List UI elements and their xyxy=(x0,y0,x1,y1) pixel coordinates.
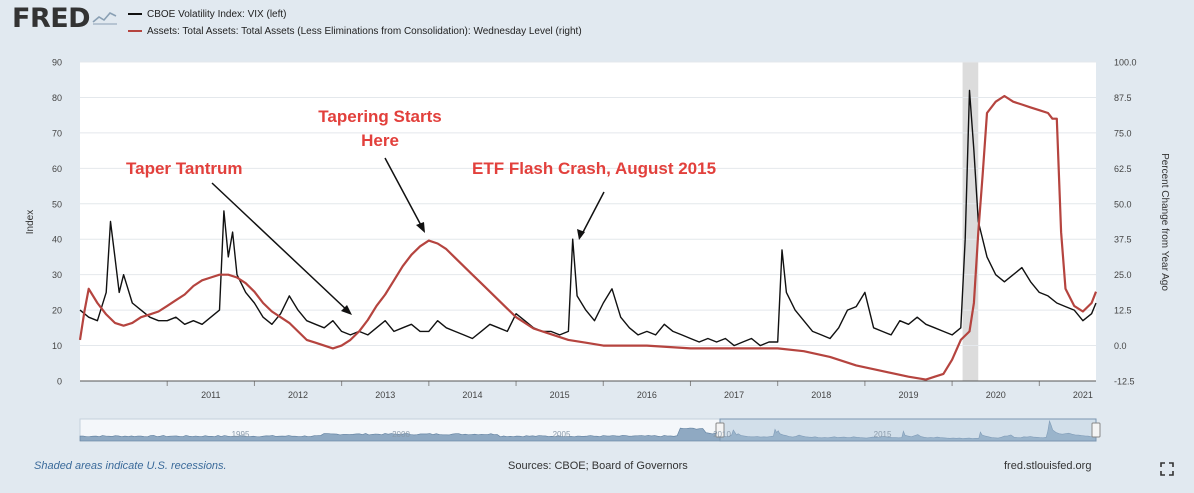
series-line-assets xyxy=(78,94,1098,381)
right-tick-label: 87.5 xyxy=(1114,93,1132,103)
annotation-tapering-starts: Tapering Starts xyxy=(318,107,441,126)
site-link[interactable]: fred.stlouisfed.org xyxy=(1004,460,1092,472)
annotation-taper-tantrum-arrow xyxy=(211,182,351,314)
annotation-taper-tantrum-arrowhead xyxy=(341,305,352,315)
fred-logo[interactable]: FRED xyxy=(12,3,91,34)
right-axis-ticks: -12.5 0.0 12.5 25.0 37.5 50.0 62.5 75.0 87.5 100.… xyxy=(1114,58,1137,387)
right-tick-label: 25.0 xyxy=(1114,270,1132,280)
left-axis-label: Index xyxy=(25,210,36,234)
navigator-area xyxy=(79,419,1097,442)
left-tick-label: 10 xyxy=(52,341,62,351)
range-navigator[interactable]: 1995 2000 2005 2010 2015 xyxy=(79,418,1101,442)
x-tick-label: 2011 xyxy=(201,390,220,400)
annotation-etf-arrowhead xyxy=(577,229,585,240)
left-tick-label: 30 xyxy=(52,270,62,280)
left-tick-label: 40 xyxy=(52,235,62,245)
right-tick-label: 12.5 xyxy=(1114,306,1132,316)
x-tick-label: 2021 xyxy=(1073,390,1093,400)
navigator-label: 2010 xyxy=(713,430,731,439)
left-tick-label: 20 xyxy=(52,306,62,316)
x-axis-ticks: 2011 2012 2013 2014 2015 2016 2017 2018 2019 2020… xyxy=(166,381,1093,400)
annotation-etf-flash-crash: ETF Flash Crash, August 2015 xyxy=(472,159,716,178)
left-axis-ticks: 0 10 20 30 40 50 60 70 80 90 xyxy=(52,58,62,387)
x-tick-label: 2015 xyxy=(550,390,570,400)
navigator-label: 2000 xyxy=(392,430,410,439)
left-tick-label: 90 xyxy=(52,58,62,68)
navigator-left-handle[interactable] xyxy=(715,422,725,438)
navigator-selection[interactable] xyxy=(719,418,1097,442)
navigator-right-handle[interactable] xyxy=(1091,422,1101,438)
gridlines xyxy=(80,61,1096,347)
right-tick-label: 75.0 xyxy=(1114,128,1132,138)
right-tick-label: 100.0 xyxy=(1114,58,1137,68)
fred-graph-icon xyxy=(92,12,117,25)
legend-label-assets: Assets: Total Assets: Total Assets (Less… xyxy=(147,26,582,37)
fullscreen-icon[interactable] xyxy=(1160,462,1174,476)
right-tick-label: 50.0 xyxy=(1114,199,1132,209)
right-tick-label: 0.0 xyxy=(1114,341,1127,351)
legend-label-vix: CBOE Volatility Index: VIX (left) xyxy=(147,9,287,20)
right-tick-label: 37.5 xyxy=(1114,235,1132,245)
x-tick-label: 2018 xyxy=(811,390,831,400)
navigator-label: 1995 xyxy=(232,430,250,439)
annotation-tapering-arrowhead xyxy=(416,222,425,233)
legend-item-assets[interactable]: Assets: Total Assets: Total Assets (Less… xyxy=(128,26,582,37)
x-tick-label: 2017 xyxy=(724,390,744,400)
x-tick-label: 2020 xyxy=(986,390,1006,400)
x-tick-label: 2019 xyxy=(898,390,918,400)
annotation-taper-tantrum: Taper Tantrum xyxy=(126,159,243,178)
legend-swatch-assets xyxy=(128,30,142,33)
series-line-vix xyxy=(79,89,1097,347)
right-axis-label: Percent Change from Year Ago xyxy=(1159,153,1170,291)
sources-text: Sources: CBOE; Board of Governors xyxy=(508,460,688,472)
legend-item-vix[interactable]: CBOE Volatility Index: VIX (left) xyxy=(128,9,287,20)
annotation-etf-arrow xyxy=(580,191,605,237)
x-tick-label: 2012 xyxy=(288,390,308,400)
left-tick-label: 70 xyxy=(52,128,62,138)
x-tick-label: 2014 xyxy=(462,390,482,400)
navigator-label: 2015 xyxy=(874,430,892,439)
left-tick-label: 60 xyxy=(52,164,62,174)
annotation-tapering-here: Here xyxy=(361,131,399,150)
annotation-tapering-arrow xyxy=(384,157,424,230)
recession-note: Shaded areas indicate U.S. recessions. xyxy=(34,460,227,472)
x-tick-label: 2013 xyxy=(375,390,395,400)
navigator-labels: 1995 2000 2005 2010 2015 xyxy=(232,430,892,439)
left-tick-label: 0 xyxy=(57,377,62,387)
x-tick-label: 2016 xyxy=(637,390,657,400)
right-tick-label: 62.5 xyxy=(1114,164,1132,174)
legend-swatch-vix xyxy=(128,13,142,16)
right-tick-label: -12.5 xyxy=(1114,377,1135,387)
series xyxy=(78,89,1098,381)
left-tick-label: 50 xyxy=(52,199,62,209)
navigator-label: 2005 xyxy=(553,430,571,439)
left-tick-label: 80 xyxy=(52,93,62,103)
